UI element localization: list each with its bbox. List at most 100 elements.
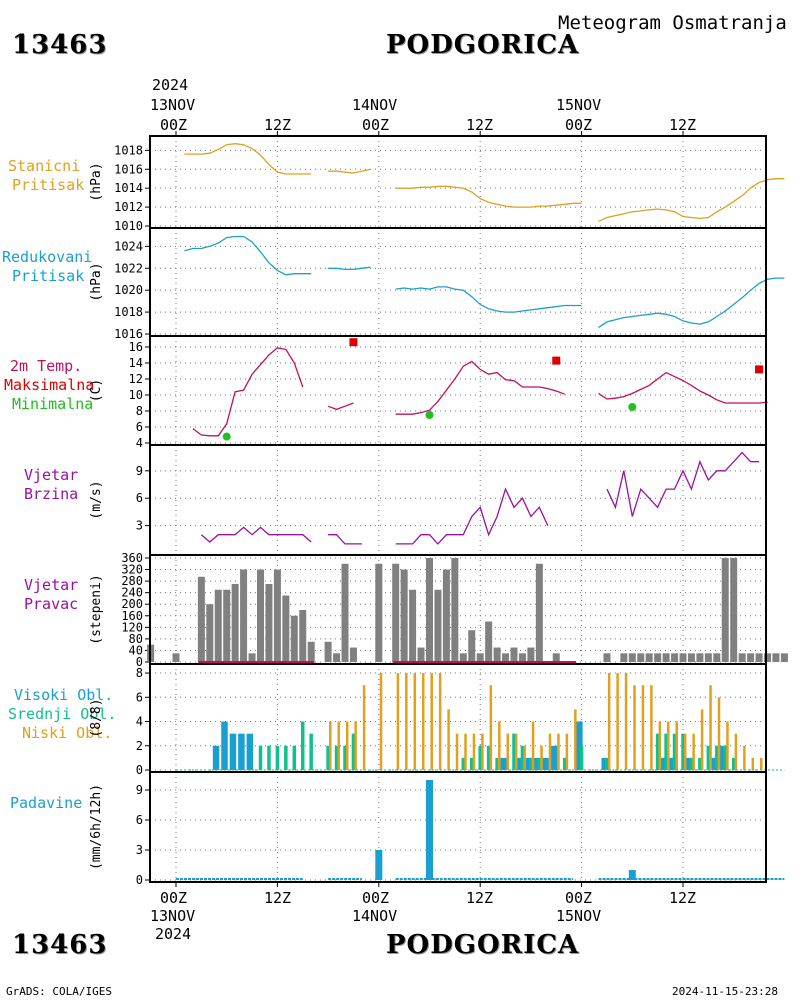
top-tick-12z-14: 12Z: [466, 116, 494, 134]
cloud-bar-middle: [520, 745, 525, 770]
cloud-bar-middle: [284, 745, 288, 770]
wind-direction-bar: [637, 653, 645, 662]
wind-direction-bar: [713, 653, 721, 662]
label-redukovani-1: Redukovani: [2, 248, 93, 266]
bottom-date-13nov: 13NOV: [150, 907, 196, 925]
cloud-bar-low: [607, 673, 611, 770]
cloud-bar-low: [438, 673, 442, 770]
pravac-ytick-label: 200: [121, 597, 143, 611]
stanicni-ytick-label: 1014: [114, 181, 143, 195]
cloud-bar-low: [743, 745, 746, 770]
cloud-bar-middle: [715, 745, 719, 770]
stanicni-ytick-label: 1012: [114, 200, 143, 214]
padavine-ytick-label: 9: [136, 783, 143, 797]
cloud-bar-middle: [512, 733, 516, 770]
wind-direction-bar: [755, 653, 763, 662]
brzina-panel-frame: [149, 444, 767, 556]
cloud-bar-low: [717, 697, 721, 770]
temp-series-line: [327, 402, 354, 411]
cloud-bar-low: [506, 733, 509, 770]
stanicni-series-line: [598, 178, 785, 222]
cloud-bar-high: [686, 757, 693, 770]
cloud-bar-middle: [723, 745, 727, 770]
wind-direction-bar: [671, 653, 679, 662]
wind-direction-bar: [290, 615, 298, 662]
cloud-bar-middle: [562, 757, 567, 770]
wind-direction-bar: [349, 647, 357, 662]
cloud-bar-middle: [326, 745, 330, 770]
cloud-bar-low: [658, 721, 662, 770]
cloud-bar-high: [246, 733, 254, 770]
wind-direction-bar: [282, 595, 290, 662]
cloud-bar-low: [751, 757, 755, 770]
cloud-bar-middle: [605, 757, 609, 770]
wind-direction-bar: [679, 653, 687, 662]
temp-unit-label: (C): [89, 379, 104, 402]
wind-direction-bar: [214, 589, 222, 662]
stanicni-series-line: [184, 143, 312, 175]
cloud-bar-high: [525, 757, 532, 770]
cloud-bar-high: [711, 757, 718, 770]
wind-direction-bar: [645, 653, 653, 662]
cloud-bar-middle: [529, 757, 533, 770]
brzina-series-line: [200, 526, 312, 543]
min-temp-marker: [222, 432, 231, 441]
wind-direction-bar: [392, 563, 400, 662]
brzina-ytick-label: 6: [136, 491, 143, 505]
pravac-unit-label: (stepeni): [89, 574, 104, 644]
pravac-ytick-label: 120: [121, 620, 143, 634]
top-tick-00z-13: 00Z: [160, 116, 188, 134]
bottom-date-15nov: 15NOV: [556, 907, 602, 925]
pravac-ytick-label: 240: [121, 586, 143, 600]
footer-station-name: PODGORICA: [386, 930, 580, 960]
top-tick-12z-13: 12Z: [264, 116, 292, 134]
cloud-bar-middle: [672, 733, 677, 770]
cloud-bar-low: [726, 721, 729, 770]
top-tick-00z-15: 00Z: [565, 116, 593, 134]
redukovani-series-line: [395, 286, 582, 313]
cloud-bar-low: [379, 673, 383, 770]
cloud-bar-low: [641, 685, 645, 770]
wind-direction-bar: [257, 569, 264, 662]
cloud-bar-low: [683, 733, 687, 770]
cloud-bar-high: [212, 745, 220, 770]
wind-direction-bar: [721, 558, 729, 662]
cloud-bar-middle: [655, 733, 660, 770]
cloud-bar-middle: [681, 733, 685, 770]
cloud-bar-high: [576, 721, 583, 770]
wind-direction-bar: [265, 584, 273, 662]
wind-direction-bar: [628, 653, 636, 662]
pravac-ytick-label: 320: [121, 563, 143, 577]
wind-direction-bar: [299, 610, 307, 662]
cloud-bar-middle: [351, 733, 356, 770]
label-pravac-2: Pravac: [24, 595, 79, 613]
cloud-bar-low: [633, 685, 636, 770]
cloud-bar-low: [514, 733, 518, 770]
wind-direction-bar: [426, 558, 433, 662]
wind-direction-bar: [780, 653, 788, 662]
wind-direction-bar: [603, 653, 611, 662]
wind-direction-bar: [434, 589, 442, 662]
padavine-panel-frame: [149, 771, 767, 883]
cloud-bar-low: [413, 673, 417, 770]
wind-direction-bar: [172, 653, 180, 662]
wind-direction-bar: [552, 653, 560, 662]
cloud-bar-low: [700, 709, 704, 770]
footer-station-id: 13463: [12, 930, 108, 960]
temp-ytick-label: 8: [136, 404, 143, 418]
padavine-unit-label: (mm/6h/12h): [89, 784, 104, 870]
padavine-ytick-label: 6: [136, 813, 143, 827]
cloud-bar-high: [517, 757, 524, 770]
oblaci-ytick-label: 4: [136, 715, 143, 729]
label-stanicni-1: Stanicni: [8, 157, 81, 175]
cloud-bar-middle: [301, 721, 305, 770]
wind-direction-bar: [510, 647, 518, 662]
bottom-date-14nov: 14NOV: [352, 907, 398, 925]
wind-direction-bar: [459, 653, 467, 662]
wind-direction-bar: [747, 653, 755, 662]
top-date-13nov: 13NOV: [150, 96, 196, 114]
cloud-bar-low: [760, 757, 763, 770]
cloud-bar-low: [396, 673, 400, 770]
temp-ytick-label: 6: [136, 420, 143, 434]
top-year-label: 2024: [152, 76, 189, 94]
